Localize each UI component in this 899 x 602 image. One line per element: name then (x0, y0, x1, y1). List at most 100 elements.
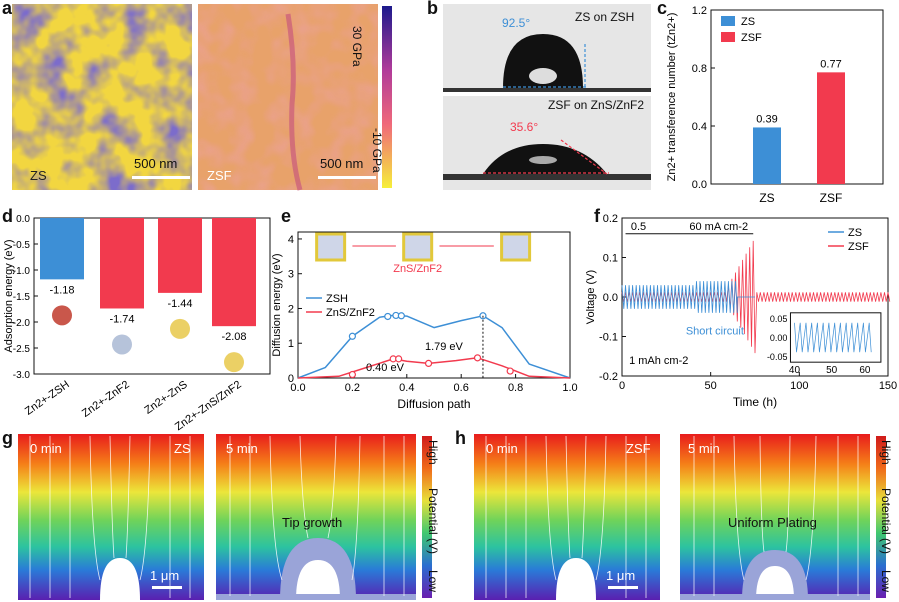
g-bar-low: Low (426, 570, 440, 593)
panel-label-h: h (455, 428, 466, 448)
d-ytick-label: 0.0 (16, 214, 30, 225)
panel-label-b: b (427, 0, 438, 18)
e-inset-structure (315, 232, 347, 262)
f-inset-ytick: 0.05 (770, 314, 788, 324)
h-time-5: 5 min (688, 441, 720, 456)
colorbar-top-label: 30 GPa (350, 26, 364, 67)
panel-label-d: d (2, 206, 13, 226)
d-bar (212, 218, 256, 327)
zsf-scale-bar (318, 176, 376, 179)
panel-b-contact-angle (443, 4, 651, 190)
d-ytick-label: -3.0 (13, 370, 31, 381)
f-legend-label: ZSF (848, 241, 869, 253)
e-xtick-label: 0.8 (508, 382, 523, 394)
h-0min-field (474, 434, 660, 600)
e-series-1-line (297, 357, 571, 379)
e-xtick-label: 0.2 (345, 382, 360, 394)
g-time-0: 0 min (30, 441, 62, 456)
chart-e-diffusion: 0.0 0.2 0.4 0.6 0.8 1.0 0 1 2 3 4 ZSH ZnS/ZnF2 1.79 e… (271, 231, 578, 411)
b-bottom-title: ZSF on ZnS/ZnF2 (548, 98, 645, 112)
e-legend-label: ZSH (326, 293, 348, 305)
e-ytick-label: 1 (288, 338, 294, 350)
e-legend-label: ZnS/ZnF2 (326, 307, 375, 319)
g-potential-colorbar (422, 436, 432, 598)
f-ytick-label: 0.0 (603, 292, 618, 304)
g-scale-text: 1 μm (150, 568, 180, 583)
e-series-0-marker (384, 312, 392, 321)
e-series-1-marker (473, 354, 482, 362)
f-zs-line (621, 281, 755, 313)
b-bottom-angle: 35.6° (510, 120, 539, 134)
e-series-1-marker (424, 359, 433, 367)
d-xtick-label: Zn2+-ZnF2 (80, 379, 132, 420)
e-series-1-marker (348, 370, 357, 379)
f-inset-xtick: 50 (826, 365, 838, 376)
c-bar-zs (753, 127, 781, 184)
c-plot-frame (710, 9, 884, 185)
e-annotation: 1.79 eV (425, 341, 464, 353)
h-tag: ZSF (626, 441, 651, 456)
h-middle-text: Uniform Plating (728, 515, 817, 530)
zsf-scale-text: 500 nm (320, 156, 364, 171)
modulus-colorbar (382, 6, 392, 188)
c-legend-label: ZS (741, 16, 755, 28)
e-series-0-marker (348, 332, 357, 340)
f-annotation: 60 mA cm-2 (689, 221, 748, 233)
c-ytick-label: 1.2 (692, 5, 707, 17)
h-5min-field (680, 434, 870, 600)
d-ylabel: Adsorption energy (eV) (3, 239, 15, 352)
h-time-0: 0 min (486, 441, 518, 456)
colorbar-bottom-label: -10 GPa (370, 128, 384, 173)
zsf-image-label: ZSF (207, 168, 232, 183)
e-series-0-marker (479, 312, 487, 320)
c-legend-swatch (721, 32, 735, 42)
d-bar (40, 218, 84, 280)
g-bar-label: Potential (V) (426, 488, 440, 555)
panel-label-f: f (594, 206, 600, 226)
panels-g-h-field-sim (18, 434, 886, 600)
panel-label-a: a (2, 0, 13, 18)
d-ytick-label: -0.5 (13, 240, 31, 251)
e-xtick-label: 0.6 (454, 382, 469, 394)
d-bar (158, 218, 202, 293)
g-0min-field (18, 434, 204, 600)
f-xtick-label: 50 (705, 380, 717, 392)
d-data-label: -1.18 (49, 284, 74, 296)
c-xtick-label: ZS (759, 191, 774, 205)
d-xtick-label: Zn2+-ZnS (143, 379, 190, 417)
f-ytick-label: -0.1 (599, 332, 618, 344)
f-ytick-label: 0.1 (603, 253, 618, 265)
c-xtick-label: ZSF (820, 191, 843, 205)
c-ytick-label: 0.8 (692, 63, 707, 75)
h-bar-high: High (879, 440, 893, 465)
e-xtick-label: 1.0 (562, 382, 577, 394)
e-xtick-label: 0.4 (399, 382, 414, 394)
f-inset-xtick: 60 (859, 365, 871, 376)
g-tag: ZS (174, 441, 191, 456)
h-scale-text: 1 μm (606, 568, 636, 583)
c-legend-label: ZSF (741, 32, 762, 44)
d-ytick-label: -1.0 (13, 266, 31, 277)
e-annotation: 0.40 eV (366, 362, 405, 374)
e-ytick-label: 3 (288, 269, 294, 281)
b-top-title: ZS on ZSH (575, 10, 635, 24)
panel-a-afm-images (12, 4, 392, 191)
c-ytick-label: 0.4 (692, 121, 707, 133)
chart-d-adsorption: 0.0 -0.5 -1.0 -1.5 -2.0 -2.5 -3.0 -1.18 Zn2+-ZSH… (3, 214, 271, 433)
f-annotation: Short circuit (686, 326, 744, 338)
e-ytick-label: 4 (288, 234, 294, 246)
f-ytick-label: 0.2 (603, 213, 618, 225)
h-bar-label: Potential (V) (879, 488, 893, 555)
e-xlabel: Diffusion path (397, 397, 470, 411)
d-ytick-label: -1.5 (13, 292, 31, 303)
f-legend-label: ZS (848, 227, 862, 239)
e-series-0-marker (397, 312, 405, 320)
b-top-angle: 92.5° (502, 16, 531, 30)
f-xtick-label: 150 (879, 380, 897, 392)
f-inset-xtick: 40 (789, 365, 801, 376)
panel-label-e: e (281, 206, 292, 226)
h-scale-bar (608, 586, 638, 589)
d-structure-glyph (170, 318, 190, 339)
c-bar-zsf (817, 72, 845, 184)
panel-label-c: c (657, 0, 668, 18)
